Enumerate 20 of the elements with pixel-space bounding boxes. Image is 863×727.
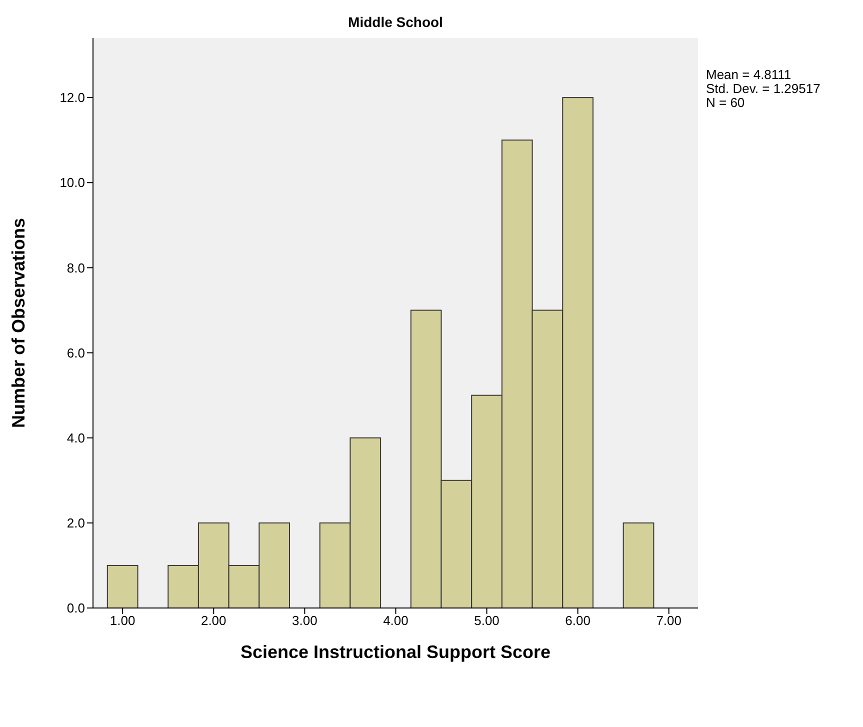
y-axis-title: Number of Observations [8,218,28,428]
x-tick-label: 6.00 [565,613,590,628]
y-tick-label: 8.0 [66,260,85,276]
x-tick-label: 7.00 [656,613,682,628]
x-tick-label: 1.00 [110,613,136,628]
text: Mean = 4.8111 [706,67,792,82]
x-tick-label: 3.00 [292,613,318,628]
x-tick-label: 4.00 [383,613,408,628]
x-axis-title: Science Instructional Support Score [240,642,551,662]
y-tick-label: 10.0 [60,175,85,190]
x-tick-label: 2.00 [200,613,226,628]
text: N = 60 [706,95,746,110]
x-tick-label: 5.00 [474,613,500,628]
y-tick-label: 6.0 [66,345,85,360]
y-tick-label: 0.0 [66,600,85,616]
y-tick-label: 12.0 [60,90,85,106]
y-tick-label: 4.0 [66,430,85,446]
y-tick-label: 2.0 [66,516,85,531]
chart-title: Middle School [347,14,444,30]
text: Std. Dev. = 1.29517 [706,81,820,96]
